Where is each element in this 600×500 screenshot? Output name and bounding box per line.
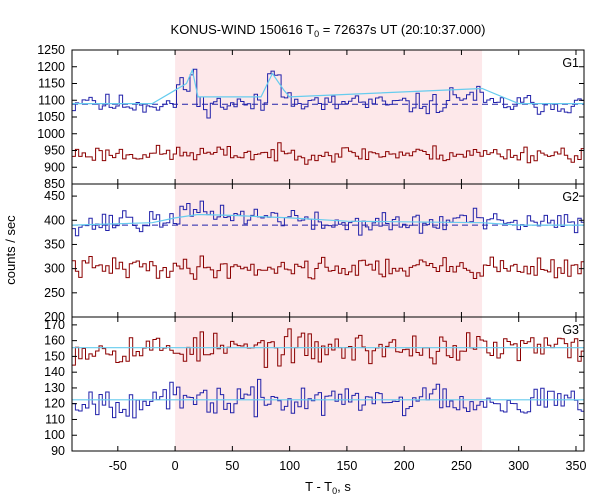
y-tick-label: 1100 <box>38 93 65 107</box>
y-tick-label: 130 <box>44 381 65 395</box>
y-tick-label: 250 <box>44 286 65 300</box>
y-tick-label: 850 <box>44 177 65 191</box>
chart-title: KONUS-WIND 150616 T0 = 72637s UT (20:10:… <box>171 22 486 39</box>
y-tick-label: 100 <box>44 428 65 442</box>
series-red-histogram <box>72 255 584 280</box>
x-tick-label: 50 <box>225 459 239 473</box>
y-tick-label: 170 <box>44 318 65 332</box>
y-tick-label: 1150 <box>38 77 65 91</box>
x-axis-label: T - T0, s <box>305 479 351 496</box>
y-tick-label: 110 <box>45 412 65 426</box>
y-tick-label: 120 <box>44 397 65 411</box>
panel-g3-plot <box>72 328 584 419</box>
y-tick-label: 450 <box>44 189 65 203</box>
x-tick-label: -50 <box>109 459 127 473</box>
x-tick-label: 150 <box>336 459 357 473</box>
y-tick-label: 90 <box>51 444 65 458</box>
y-tick-label: 150 <box>44 349 65 363</box>
series-red-histogram <box>72 142 584 165</box>
panel-g2-plot <box>72 200 584 280</box>
y-tick-label: 200 <box>44 310 65 324</box>
x-tick-label: 100 <box>279 459 300 473</box>
fit-curve-0 <box>72 68 584 105</box>
series-blue-histogram <box>72 200 584 237</box>
series-red-histogram <box>72 328 584 368</box>
y-tick-label: 950 <box>44 144 65 158</box>
panel-label: G2 <box>562 190 579 204</box>
panel-frame <box>71 316 585 452</box>
x-tick-label: 200 <box>394 459 415 473</box>
y-tick-label: 1250 <box>37 43 65 57</box>
x-tick-label: 0 <box>172 459 179 473</box>
x-tick-label: 350 <box>566 459 587 473</box>
y-tick-label: 300 <box>44 262 65 276</box>
y-tick-label: 1000 <box>37 127 65 141</box>
y-tick-label: 160 <box>44 334 65 348</box>
panel-label: G3 <box>562 323 579 337</box>
panel-g1-plot <box>72 68 584 165</box>
y-tick-label: 900 <box>44 160 65 174</box>
y-tick-label: 1200 <box>37 60 65 74</box>
x-tick-label: 300 <box>508 459 529 473</box>
series-blue-histogram <box>72 68 584 119</box>
y-tick-label: 400 <box>44 213 65 227</box>
y-tick-label: 1050 <box>37 110 65 124</box>
y-tick-label: 350 <box>44 237 65 251</box>
y-axis-label: counts / sec <box>3 215 18 285</box>
burst-interval-band <box>175 50 483 451</box>
panel-label: G1 <box>562 56 579 70</box>
panels-group: 850900950100010501100115012001250G120025… <box>37 43 586 473</box>
y-tick-label: 140 <box>44 365 65 379</box>
x-tick-label: 250 <box>451 459 472 473</box>
fit-curve-0 <box>72 213 584 226</box>
